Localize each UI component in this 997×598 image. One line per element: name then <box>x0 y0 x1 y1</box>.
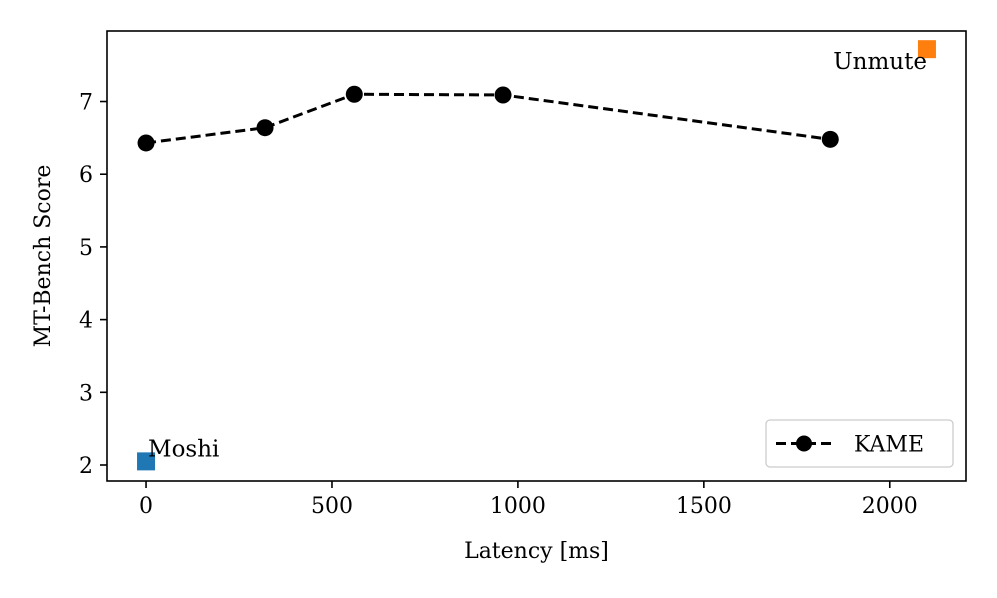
legend-label-kame: KAME <box>854 433 924 458</box>
y-tick-label: 6 <box>79 163 93 188</box>
moshi-marker <box>137 452 156 471</box>
x-tick-label: 1000 <box>490 494 546 519</box>
y-tick-label: 3 <box>79 381 93 406</box>
y-axis-title: MT-Bench Score <box>31 165 56 348</box>
y-tick-label: 5 <box>79 236 93 261</box>
unmute-marker <box>917 40 936 59</box>
y-tick-label: 7 <box>79 91 93 116</box>
x-tick-label: 2000 <box>862 494 918 519</box>
kame-point <box>494 86 512 104</box>
kame-point <box>137 134 155 152</box>
plot-frame <box>106 30 967 482</box>
moshi-label: Moshi <box>148 436 219 462</box>
legend: KAME <box>765 419 954 468</box>
x-tick-label: 0 <box>139 494 153 519</box>
unmute-label: Unmute <box>833 49 927 75</box>
x-tick-label: 500 <box>311 494 353 519</box>
kame-point <box>256 119 274 137</box>
x-tick-label: 1500 <box>676 494 732 519</box>
legend-marker <box>796 435 812 452</box>
x-axis-title: Latency [ms] <box>464 539 609 564</box>
legend-box <box>765 419 954 468</box>
tick-layer: 0 500 1000 1500 2000 2 3 4 5 6 7 <box>79 91 918 519</box>
plot-layer: Moshi Unmute <box>137 40 936 471</box>
y-tick-label: 4 <box>79 309 93 334</box>
y-tick-label: 2 <box>79 454 93 479</box>
kame-point <box>821 130 839 148</box>
kame-point <box>345 85 363 103</box>
